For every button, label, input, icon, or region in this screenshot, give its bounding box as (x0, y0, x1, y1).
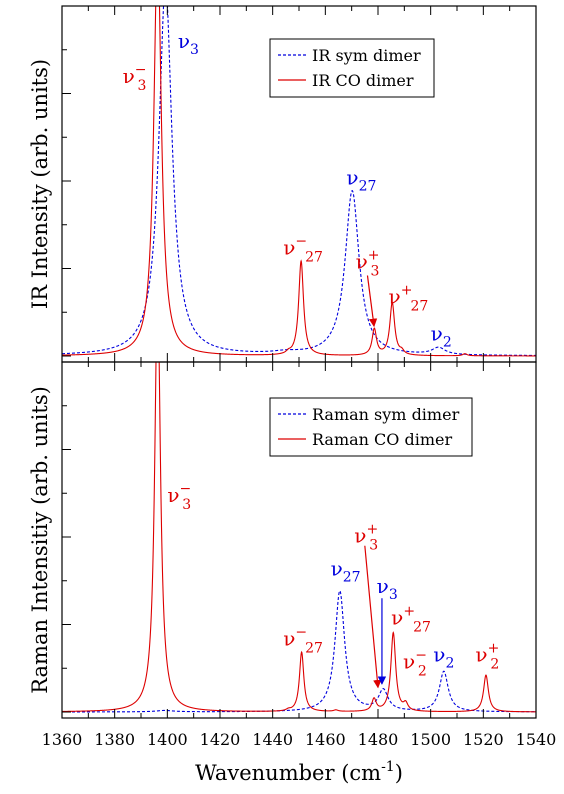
peak-label-symbol: ν (391, 606, 403, 630)
peak-label-sup: + (366, 521, 378, 537)
legend-label: Raman sym dimer (312, 405, 460, 424)
peak-label: ν3 (377, 574, 398, 603)
peak-label-symbol: ν (433, 642, 445, 666)
peak-label: ν+ 27 (389, 283, 429, 315)
annotation-arrow (364, 545, 382, 689)
peak-label-sup: + (403, 604, 415, 620)
peak-label-sub: 3 (190, 42, 199, 58)
peak-label-sup: + (401, 283, 413, 299)
series-line-sym (62, 590, 536, 713)
peak-label: ν2 (431, 321, 452, 350)
peak-label-symbol: ν (354, 523, 366, 547)
peak-label-symbol: ν (178, 29, 190, 53)
peak-label-sub: 27 (343, 570, 361, 586)
peak-label-symbol: ν (283, 236, 295, 260)
legend-label: IR sym dimer (312, 46, 421, 65)
legend-box (269, 38, 435, 98)
legend-box (269, 397, 473, 457)
x-tick-label: 1380 (94, 730, 135, 749)
peak-label-symbol: ν (403, 649, 415, 673)
peak-label-sub: 2 (418, 663, 427, 679)
peak-label-symbol: ν (123, 64, 135, 88)
peak-label-sub: 2 (443, 334, 452, 350)
peak-label-symbol: ν (283, 627, 295, 651)
peak-label-symbol: ν (331, 557, 343, 581)
peak-label-symbol: ν (389, 285, 401, 309)
x-tick-label: 1360 (42, 730, 83, 749)
peak-label-sub: 3 (137, 78, 146, 94)
peak-label-sub: 3 (389, 587, 398, 603)
peak-label: ν− 3 (167, 481, 191, 513)
peak-label-symbol: ν (377, 574, 389, 598)
x-axis-label-sup: -1 (381, 759, 395, 775)
panel-ir: IR Intensity (arb. units) IR sym dimer IR … (28, 5, 537, 363)
peak-label: ν27 (346, 166, 376, 195)
peak-label-sub: 2 (445, 655, 454, 671)
x-tick-label: 1400 (147, 730, 188, 749)
peak-label-symbol: ν (431, 321, 443, 345)
peak-label-sup: − (415, 647, 427, 663)
x-tick-label: 1440 (252, 730, 293, 749)
panel-raman: Raman Intensitiy (arb. units) Raman sym d… (28, 361, 557, 785)
x-tick-label: 1420 (200, 730, 241, 749)
peak-label: ν− 27 (283, 625, 323, 657)
legend-label: IR CO dimer (312, 71, 414, 90)
peak-label-sub: 27 (410, 299, 428, 315)
peak-label-sup: + (368, 248, 380, 264)
series-line-sym (62, 6, 536, 356)
x-tick-label: 1460 (305, 730, 346, 749)
y-axis-label: IR Intensity (arb. units) (28, 59, 52, 309)
x-tick-label: 1480 (358, 730, 399, 749)
x-tick-label: 1520 (463, 730, 504, 749)
series-line-co (62, 6, 536, 357)
y-axis-label: Raman Intensitiy (arb. units) (28, 386, 52, 694)
peak-label-sub: 3 (371, 264, 380, 280)
peak-label: ν+ 3 (356, 248, 380, 280)
peak-label-sub: 3 (182, 497, 191, 513)
x-tick-label: 1540 (516, 730, 557, 749)
peak-label-symbol: ν (475, 642, 487, 666)
peak-label-sup: − (180, 481, 192, 497)
peak-label-sup: − (135, 62, 147, 78)
peak-label-sub: 27 (305, 641, 323, 657)
peak-label-sub: 3 (369, 537, 378, 553)
x-axis-label: Wavenumber (cm-1) (195, 759, 403, 785)
peak-label: ν+ 2 (475, 640, 499, 672)
peak-label: ν+ 3 (354, 521, 378, 553)
peak-label: ν27 (331, 557, 361, 586)
peak-label: ν+ 27 (391, 604, 431, 636)
peak-label-sup: + (488, 640, 500, 656)
peak-label-sup: − (295, 625, 307, 641)
annotation-arrow (366, 275, 378, 328)
peak-label-sub: 27 (359, 179, 377, 195)
peak-label: ν− 3 (123, 62, 147, 94)
series-line-co (62, 362, 536, 713)
legend-label: Raman CO dimer (312, 430, 453, 449)
peak-label: ν− 27 (283, 234, 323, 266)
peak-label-sub: 27 (305, 250, 323, 266)
peak-label: ν3 (178, 29, 199, 58)
x-axis-label-tail: ) (395, 761, 403, 785)
peak-label-sub: 27 (413, 620, 431, 636)
peak-label: ν2 (433, 642, 454, 671)
peak-label-symbol: ν (356, 250, 368, 274)
peak-label-symbol: ν (167, 483, 179, 507)
peak-label-sup: − (295, 234, 307, 250)
x-axis-label-main: Wavenumber (cm (195, 761, 381, 785)
x-tick-label: 1500 (410, 730, 451, 749)
peak-label: ν− 2 (403, 647, 427, 679)
peak-label-symbol: ν (346, 166, 358, 190)
peak-label-sub: 2 (490, 656, 499, 672)
